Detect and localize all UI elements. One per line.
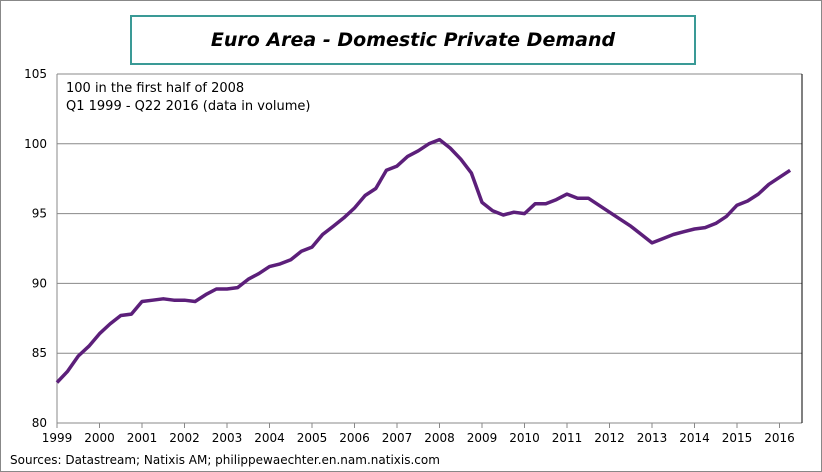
y-tick-label: 100 [24,137,47,151]
x-tick-label: 2011 [552,431,583,445]
x-tick-label: 2010 [509,431,540,445]
x-tick-label: 2007 [382,431,413,445]
x-tick-label: 2000 [84,431,115,445]
x-tick-label: 2004 [254,431,285,445]
y-tick-label: 90 [32,276,47,290]
y-tick-label: 105 [24,67,47,81]
y-tick-label: 80 [32,416,47,430]
x-tick-label: 2009 [467,431,498,445]
x-tick-label: 2014 [679,431,710,445]
x-tick-label: 2008 [424,431,455,445]
x-tick-label: 2012 [594,431,625,445]
x-tick-label: 2003 [212,431,243,445]
x-tick-label: 2005 [297,431,328,445]
x-tick-label: 1999 [42,431,73,445]
chart-subtitle: 100 in the first half of 2008 Q1 1999 - … [66,80,311,116]
subtitle-line-1: 100 in the first half of 2008 [66,81,245,96]
series-line [55,137,792,384]
x-tick-label: 2002 [169,431,200,445]
x-tick-label: 2015 [722,431,753,445]
chart-title: Euro Area - Domestic Private Demand [130,15,696,65]
y-tick-label: 85 [32,346,47,360]
x-tick-label: 2013 [637,431,668,445]
x-tick-label: 2006 [339,431,370,445]
subtitle-line-2: Q1 1999 - Q22 2016 (data in volume) [66,99,311,114]
x-tick-label: 2016 [764,431,795,445]
y-tick-label: 95 [32,207,47,221]
source-note: Sources: Datastream; Natixis AM; philipp… [10,453,440,467]
x-tick-label: 2001 [127,431,158,445]
